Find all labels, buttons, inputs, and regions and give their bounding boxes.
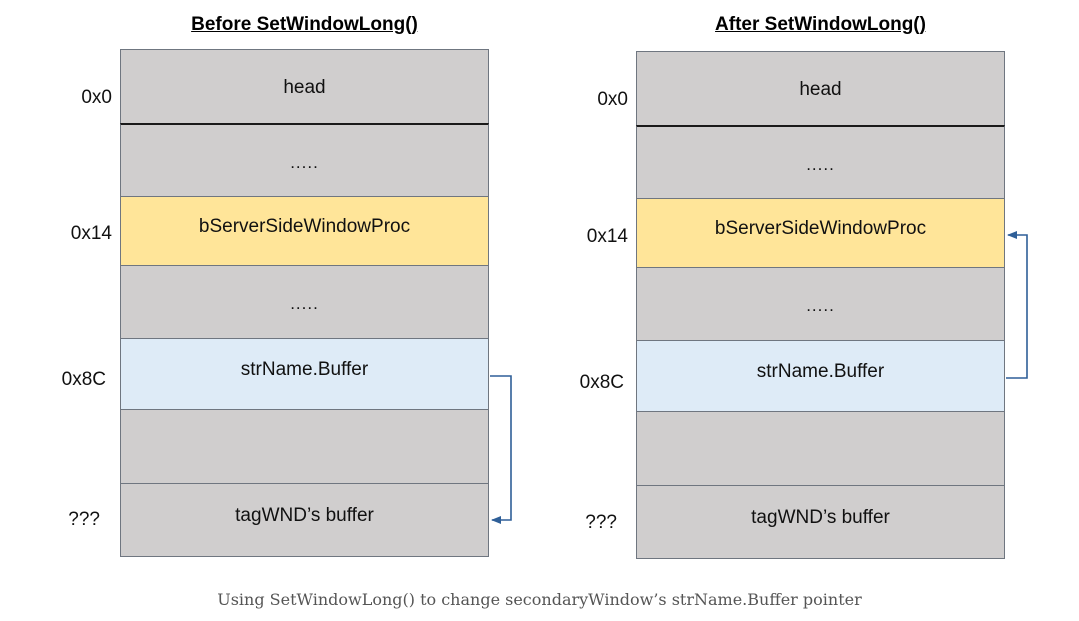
figure-caption: Using SetWindowLong() to change secondar… [217, 590, 862, 609]
panel-title-before: Before SetWindowLong() [191, 14, 418, 35]
memory-stack-after: head ..... bServerSideWindowProc ..... s… [636, 51, 1005, 559]
memory-stack-before: head ..... bServerSideWindowProc ..... s… [120, 49, 489, 557]
cell-tagwnd-buffer: tagWND’s buffer [120, 483, 489, 557]
cell-bserversidewindowproc: bServerSideWindowProc [120, 196, 489, 266]
cell-head: head [120, 49, 489, 124]
cell-head: head [636, 51, 1005, 126]
cell-strname-buffer: strName.Buffer [636, 340, 1005, 412]
cell-empty [120, 409, 489, 484]
address-label-0x8c: 0x8C [579, 372, 624, 393]
pointer-arrow-before [490, 375, 512, 524]
cell-ellipsis: ..... [636, 125, 1005, 199]
cell-tagwnd-buffer: tagWND’s buffer [636, 485, 1005, 559]
pointer-arrow-after [1006, 231, 1028, 379]
address-label-0x14: 0x14 [586, 226, 628, 247]
cell-strname-buffer: strName.Buffer [120, 338, 489, 410]
panel-title-after: After SetWindowLong() [715, 14, 926, 35]
address-label-0x0: 0x0 [81, 87, 112, 108]
address-label-0x14: 0x14 [70, 223, 112, 244]
address-label-0x8c: 0x8C [61, 369, 106, 390]
address-label-0x0: 0x0 [597, 89, 628, 110]
cell-bserversidewindowproc: bServerSideWindowProc [636, 198, 1005, 268]
address-label-unknown: ??? [68, 509, 100, 530]
address-label-unknown: ??? [585, 512, 617, 533]
cell-ellipsis: ..... [636, 267, 1005, 341]
cell-ellipsis: ..... [120, 265, 489, 339]
cell-empty [636, 411, 1005, 486]
cell-ellipsis: ..... [120, 123, 489, 197]
